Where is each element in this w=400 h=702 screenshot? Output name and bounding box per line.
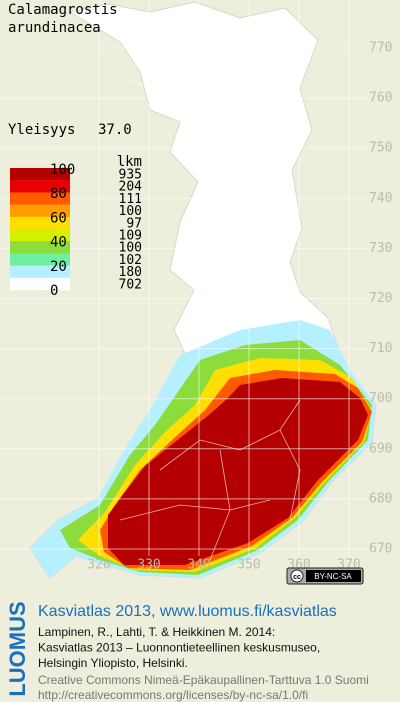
- citation-line: Kasviatlas 2013 – Luonnontieteellinen ke…: [38, 641, 320, 655]
- labels: 770 760 750 740 730 720 710 700 690 680 670 320 330 3…: [8, 2, 392, 573]
- license-badge: cc BY-NC-SA: [286, 567, 364, 585]
- legend-swatch: [10, 204, 70, 217]
- easting-label: 320: [87, 558, 110, 573]
- northing-label: 740: [369, 191, 392, 206]
- count-label: 109: [119, 229, 142, 244]
- legend-swatch: [10, 229, 70, 242]
- footer: Kasviatlas 2013, www.luomus.fi/kasviatla…: [38, 603, 369, 702]
- northing-label: 710: [369, 341, 392, 356]
- species-name: arundinacea: [8, 20, 101, 36]
- count-label: 100: [119, 241, 142, 256]
- border-line: [119, 499, 271, 521]
- count-label: 97: [126, 216, 142, 231]
- northing-label: 770: [369, 41, 392, 56]
- northing-label: 720: [369, 291, 392, 306]
- easting-label: 330: [137, 558, 160, 573]
- northing-label: 760: [369, 91, 392, 106]
- scale-label: 40: [50, 235, 67, 251]
- scale-label: 80: [50, 186, 67, 202]
- northing-label: 690: [369, 441, 392, 456]
- legend-swatch: [10, 192, 70, 205]
- count-label: 180: [119, 265, 142, 280]
- count-label: 102: [119, 253, 142, 268]
- badge-text: BY-NC-SA: [314, 572, 352, 581]
- northing-label: 750: [369, 141, 392, 156]
- count-label: 100: [119, 204, 142, 219]
- legend-swatch: [10, 253, 70, 266]
- count-label: 204: [119, 180, 143, 195]
- count-label: 111: [119, 192, 142, 207]
- legend-swatch: [10, 216, 70, 230]
- legend-swatch: [10, 168, 70, 181]
- frequency-value: 37.0: [98, 122, 132, 138]
- border-line: [279, 429, 301, 521]
- legend: 100806040200lkm9352041111009710910010218…: [10, 154, 142, 299]
- easting-label: 350: [237, 558, 260, 573]
- badge-circle: [290, 569, 304, 583]
- license-line: Creative Commons Nimeä-Epäkaupallinen-Ta…: [38, 673, 369, 687]
- legend-swatch: [10, 265, 70, 278]
- citation-line: Lampinen, R., Lahti, T. & Heikkinen M. 2…: [38, 625, 275, 639]
- count-label: 935: [119, 168, 142, 183]
- northing-label: 700: [369, 391, 392, 406]
- badge-text-box: [306, 570, 361, 582]
- count-label: 702: [119, 277, 142, 292]
- northing-label: 680: [369, 491, 392, 506]
- badge-icon: cc: [293, 574, 301, 581]
- easting-label: 340: [187, 558, 210, 573]
- logo: LUOMUS: [5, 601, 30, 696]
- scale-label: 60: [50, 210, 67, 226]
- license-line: http://creativecommons.org/licenses/by-n…: [38, 688, 308, 702]
- species-name: Calamagrostis: [8, 2, 118, 18]
- border-line: [159, 399, 301, 471]
- border-line: [129, 79, 296, 301]
- province-borders: [119, 79, 301, 561]
- count-header: lkm: [117, 154, 142, 170]
- footer-heading: Kasviatlas 2013, www.luomus.fi/kasviatla…: [38, 603, 337, 620]
- citation-line: Helsingin Yliopisto, Helsinki.: [38, 656, 188, 670]
- legend-swatch: [10, 277, 70, 291]
- scale-label: 100: [50, 162, 75, 178]
- range-core-red: [108, 378, 368, 565]
- scale-label: 20: [50, 259, 67, 275]
- northing-label: 670: [369, 542, 392, 557]
- legend-swatch: [10, 180, 70, 193]
- legend-swatch: [10, 241, 70, 254]
- northing-label: 730: [369, 241, 392, 256]
- scale-label: 0: [50, 283, 58, 299]
- frequency-label: Yleisyys: [8, 122, 75, 138]
